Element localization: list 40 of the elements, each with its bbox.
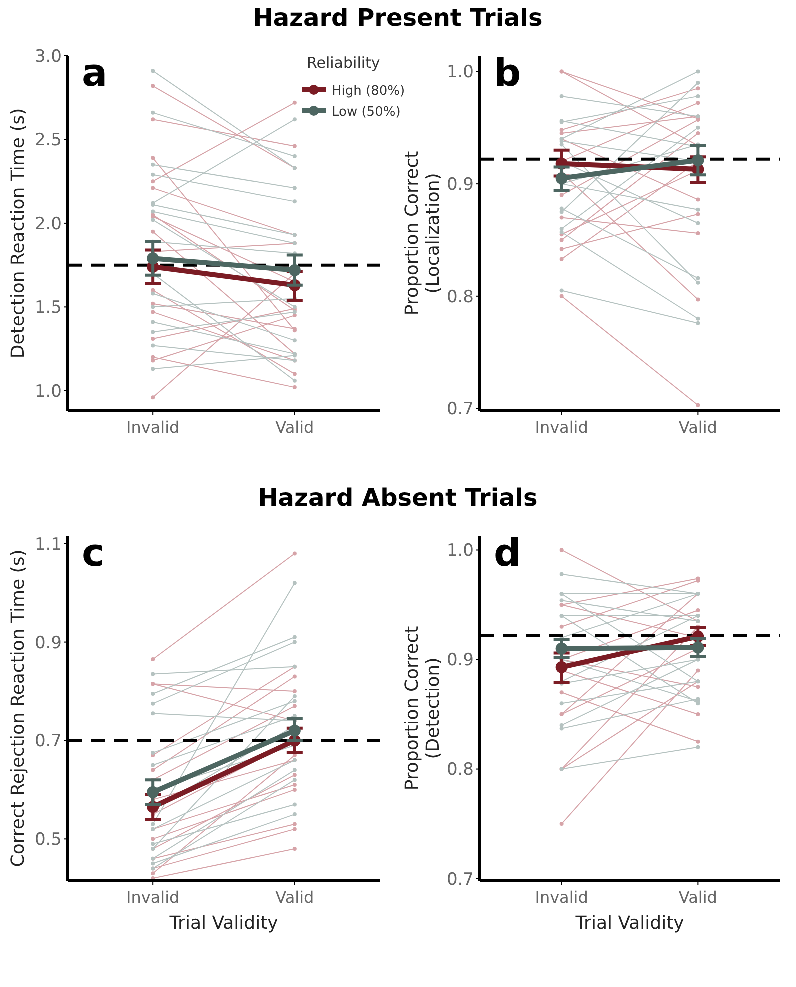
y-tick-label: 1.0 xyxy=(34,382,62,402)
x-tick-label: Invalid xyxy=(535,418,588,437)
x-tick-label: Valid xyxy=(276,418,314,437)
y-tick-label: 0.8 xyxy=(446,287,474,308)
legend-title: Reliability xyxy=(307,54,380,72)
x-tick-label: Invalid xyxy=(126,888,180,907)
x-axis-title: Trial Validity xyxy=(168,913,279,934)
y-axis-title: Proportion Correct (Detection) xyxy=(402,626,444,791)
y-tick-label: 0.9 xyxy=(34,633,62,654)
x-tick-label: Valid xyxy=(678,418,718,437)
x-tick-label: Valid xyxy=(276,888,314,907)
y-tick-label: 0.9 xyxy=(446,650,474,671)
y-axis-title: Detection Reaction Time (s) xyxy=(8,108,29,359)
annotation: c xyxy=(82,531,105,575)
y-tick-label: 2.5 xyxy=(34,130,62,151)
y-axis-title: Proportion Correct (Localization) xyxy=(402,151,444,316)
annotation: b xyxy=(494,51,522,95)
y-tick-label: 0.7 xyxy=(446,870,474,890)
annotation: a xyxy=(82,51,108,95)
y-tick-label: 0.8 xyxy=(446,760,474,780)
annotation: d xyxy=(494,531,522,575)
y-tick-label: 0.5 xyxy=(34,830,62,850)
y-tick-label: 0.9 xyxy=(446,175,474,196)
y-tick-label: 1.1 xyxy=(34,534,62,555)
x-axis-title: Trial Validity xyxy=(574,913,685,934)
y-tick-label: 1.0 xyxy=(446,541,474,562)
y-tick-label: 3.0 xyxy=(34,46,62,67)
chart-title: Hazard Present Trials xyxy=(253,4,543,32)
legend-label: High (80%) xyxy=(332,84,406,99)
x-tick-label: Invalid xyxy=(126,418,180,437)
y-tick-label: 0.7 xyxy=(446,400,474,420)
y-tick-label: 1.0 xyxy=(446,62,474,83)
y-tick-label: 2.0 xyxy=(34,214,62,234)
x-tick-label: Invalid xyxy=(535,888,588,907)
y-tick-label: 0.7 xyxy=(34,732,62,752)
legend-label: Low (50%) xyxy=(332,105,401,120)
x-tick-label: Valid xyxy=(678,888,718,907)
y-tick-label: 1.5 xyxy=(34,298,62,318)
y-axis-title: Correct Rejection Reaction Time (s) xyxy=(8,550,29,868)
chart-title: Hazard Absent Trials xyxy=(258,484,538,512)
